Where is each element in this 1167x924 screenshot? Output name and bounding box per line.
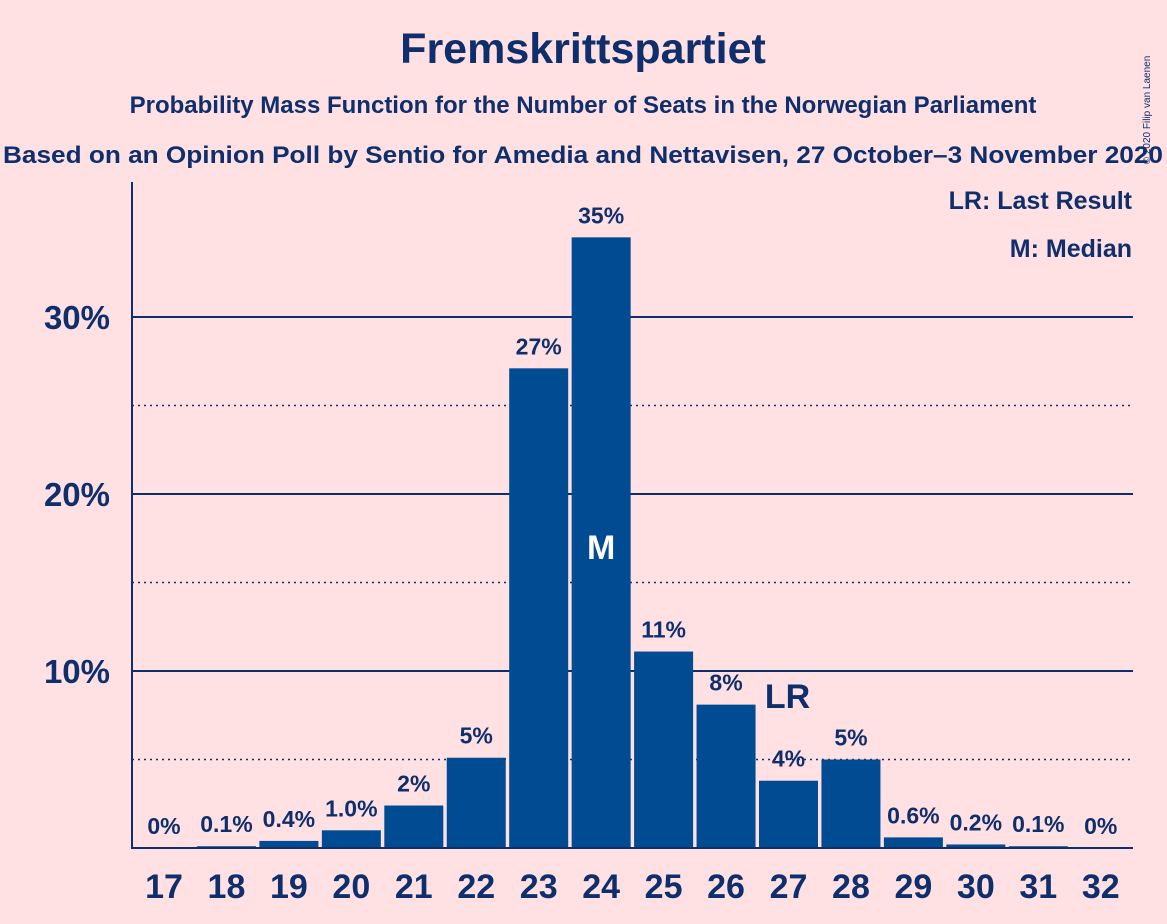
- x-tick-label: 18: [208, 868, 246, 906]
- bar-labels: 0% 0.1% 0.4% 1.0% 2% 5% 27% 35% 11% 8% 4% 5% 0.6% 0.2…: [147, 202, 1117, 839]
- x-tick-label: 22: [457, 868, 495, 906]
- bar-data-label: 0.4%: [263, 806, 315, 832]
- chart-subtitle: Probability Mass Function for the Number…: [130, 92, 1037, 119]
- bar: [634, 651, 694, 848]
- y-tick-labels: 10% 20% 30%: [44, 299, 110, 690]
- bar: [946, 844, 1006, 848]
- bar-data-label: 2%: [397, 771, 430, 797]
- bar-data-label: 27%: [516, 333, 562, 359]
- x-tick-label: 27: [770, 868, 808, 906]
- median-marker: M: [587, 529, 615, 567]
- bar-data-label: 0%: [1084, 813, 1117, 839]
- legend-last-result: LR: Last Result: [949, 187, 1133, 215]
- x-tick-labels: 17 18 19 20 21 22 23 24 25 26 27 28 29 30 31 32: [145, 868, 1120, 906]
- legend-median: M: Median: [1010, 235, 1132, 263]
- gridlines: [132, 316, 1133, 761]
- copyright-text: © 2020 Filip van Laenen: [1142, 56, 1153, 165]
- x-tick-label: 26: [707, 868, 745, 906]
- bar: [321, 830, 381, 848]
- bar: [571, 237, 631, 849]
- bar-data-label: 0.1%: [1012, 811, 1064, 837]
- last-result-marker: LR: [765, 678, 810, 716]
- bar: [696, 704, 756, 848]
- chart-subtitle-2: Based on an Opinion Poll by Sentio for A…: [3, 142, 1163, 169]
- x-tick-label: 25: [645, 868, 683, 906]
- y-tick-label: 30%: [44, 299, 110, 336]
- bar-data-label: 35%: [578, 202, 624, 228]
- bar-data-label: 4%: [772, 746, 805, 772]
- bar: [883, 837, 943, 848]
- x-tick-label: 20: [332, 868, 370, 906]
- chart-title: Fremskrittspartiet: [400, 25, 766, 73]
- x-tick-label: 24: [582, 868, 620, 906]
- bar: [259, 840, 319, 848]
- bar-data-label: 0.1%: [200, 811, 252, 837]
- x-tick-label: 30: [957, 868, 995, 906]
- x-tick-label: 19: [270, 868, 308, 906]
- x-tick-label: 21: [395, 868, 433, 906]
- markers: M LR: [587, 529, 810, 716]
- bar-data-label: 0.6%: [887, 802, 939, 828]
- bar-data-label: 8%: [709, 670, 742, 696]
- x-tick-label: 31: [1019, 868, 1057, 906]
- bar: [446, 757, 506, 848]
- bar: [759, 780, 818, 848]
- bar-data-label: 0%: [147, 813, 180, 839]
- x-tick-label: 29: [894, 868, 932, 906]
- bar-data-label: 11%: [641, 617, 686, 643]
- x-tick-label: 28: [832, 868, 870, 906]
- bar: [821, 759, 881, 848]
- bars: [196, 237, 1068, 849]
- x-tick-label: 32: [1082, 868, 1120, 906]
- bar-data-label: 5%: [834, 725, 867, 751]
- y-tick-label: 10%: [44, 653, 110, 690]
- y-tick-label: 20%: [44, 476, 110, 513]
- bar-data-label: 0.2%: [950, 809, 1002, 835]
- x-tick-label: 23: [520, 868, 558, 906]
- bar: [384, 805, 444, 848]
- x-tick-label: 17: [145, 868, 183, 906]
- bar-data-label: 5%: [460, 723, 493, 749]
- bar: [509, 368, 569, 848]
- bar-data-label: 1.0%: [325, 795, 377, 821]
